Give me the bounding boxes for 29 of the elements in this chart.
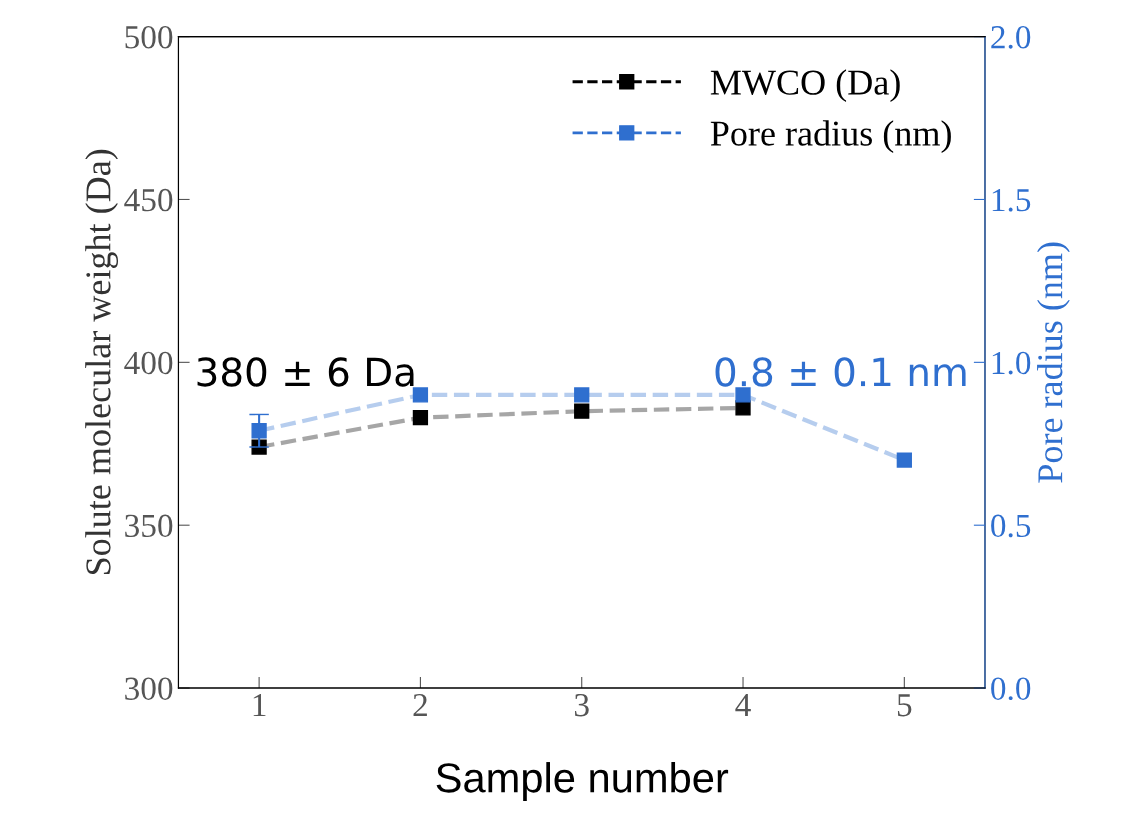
y2-tick-label: 1.0 bbox=[992, 351, 1031, 375]
point bbox=[574, 387, 590, 403]
y-tick-label: 450 bbox=[124, 188, 173, 212]
legend-label: MWCO (Da) bbox=[710, 69, 900, 103]
x-tick-label: 3 bbox=[574, 693, 589, 717]
x-tick-label: 4 bbox=[735, 694, 751, 717]
legend-label: Pore radius (nm) bbox=[710, 120, 951, 154]
y2-tick-label: 2.0 bbox=[991, 26, 1031, 49]
y-tick-label: 500 bbox=[125, 26, 173, 49]
point bbox=[735, 387, 751, 403]
y-tick-label: 400 bbox=[124, 351, 173, 375]
y2-axis-title: Pore radius (nm) bbox=[1037, 242, 1070, 483]
point bbox=[251, 423, 267, 439]
y-tick-label: 300 bbox=[125, 677, 173, 700]
point bbox=[412, 387, 429, 403]
annotation: 380 ± 6 Da bbox=[197, 357, 414, 387]
y-tick-label: 350 bbox=[125, 514, 173, 538]
point bbox=[412, 410, 429, 426]
annotation: 0.8 ± 0.1 nm bbox=[715, 357, 966, 387]
y-axis-title: Solute molecular weight (Da) bbox=[85, 149, 119, 575]
x-tick-label: 2 bbox=[413, 693, 427, 717]
y2-tick-label: 1.5 bbox=[992, 189, 1031, 212]
x-tick-label: 1 bbox=[253, 694, 266, 717]
y2-tick-label: 0.0 bbox=[991, 677, 1031, 701]
x-tick-label: 5 bbox=[897, 694, 912, 717]
point bbox=[574, 403, 590, 419]
point bbox=[896, 452, 912, 468]
y2-tick-label: 0.5 bbox=[991, 514, 1031, 538]
x-axis-title: Sample number bbox=[436, 762, 729, 801]
